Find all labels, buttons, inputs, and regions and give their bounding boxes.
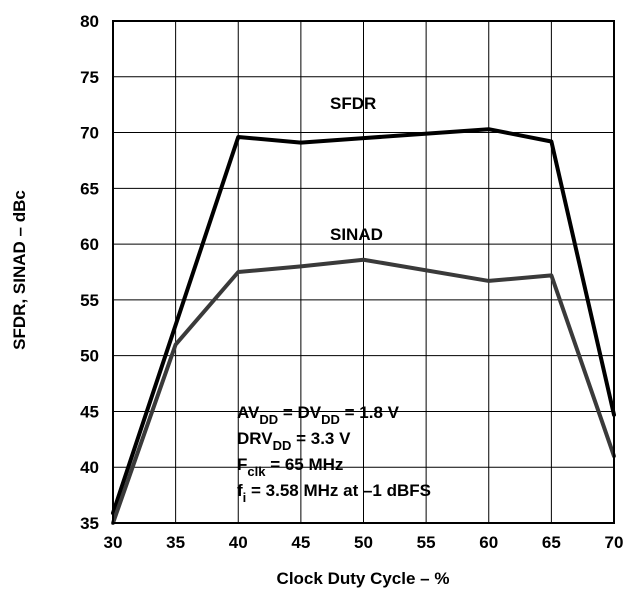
condition-clock-frequency: Fclk = 65 MHz <box>237 455 343 479</box>
y-tick-label: 35 <box>80 514 99 533</box>
x-tick-label: 30 <box>104 533 123 552</box>
series-label-sfdr: SFDR <box>330 94 376 113</box>
series-line-sfdr <box>111 127 616 515</box>
grid <box>112 20 615 524</box>
x-tick-label: 40 <box>229 533 248 552</box>
y-tick-label: 65 <box>80 179 99 198</box>
x-tick-label: 45 <box>291 533 310 552</box>
x-tick-label: 50 <box>354 533 373 552</box>
x-tick-label: 60 <box>479 533 498 552</box>
y-tick-label: 55 <box>80 291 99 310</box>
y-tick-label: 75 <box>80 68 99 87</box>
y-tick-label: 45 <box>80 402 99 421</box>
x-axis-title: Clock Duty Cycle – % <box>277 569 450 588</box>
condition-supply-voltage: AVDD = DVDD = 1.8 V <box>237 403 400 427</box>
y-tick-labels: 35 40 45 50 55 60 65 70 75 80 <box>80 12 99 533</box>
x-tick-label: 70 <box>605 533 624 552</box>
y-tick-label: 60 <box>80 235 99 254</box>
conditions-annotation: AVDD = DVDD = 1.8 V DRVDD = 3.3 V Fclk =… <box>237 403 431 505</box>
series-label-sinad: SINAD <box>330 225 383 244</box>
x-tick-labels: 30 35 40 45 50 55 60 65 70 <box>104 533 624 552</box>
y-tick-label: 80 <box>80 12 99 31</box>
condition-input-frequency: fi = 3.58 MHz at –1 dBFS <box>237 481 431 505</box>
y-tick-label: 40 <box>80 458 99 477</box>
series-layer <box>111 127 616 525</box>
y-tick-label: 70 <box>80 124 99 143</box>
series-line-sinad <box>111 257 616 525</box>
condition-drv-voltage: DRVDD = 3.3 V <box>237 429 351 453</box>
x-tick-label: 55 <box>417 533 436 552</box>
y-tick-label: 50 <box>80 347 99 366</box>
x-tick-label: 35 <box>166 533 185 552</box>
y-axis-title: SFDR, SINAD – dBc <box>10 190 29 350</box>
plot-frame <box>112 20 615 524</box>
x-tick-label: 65 <box>542 533 561 552</box>
